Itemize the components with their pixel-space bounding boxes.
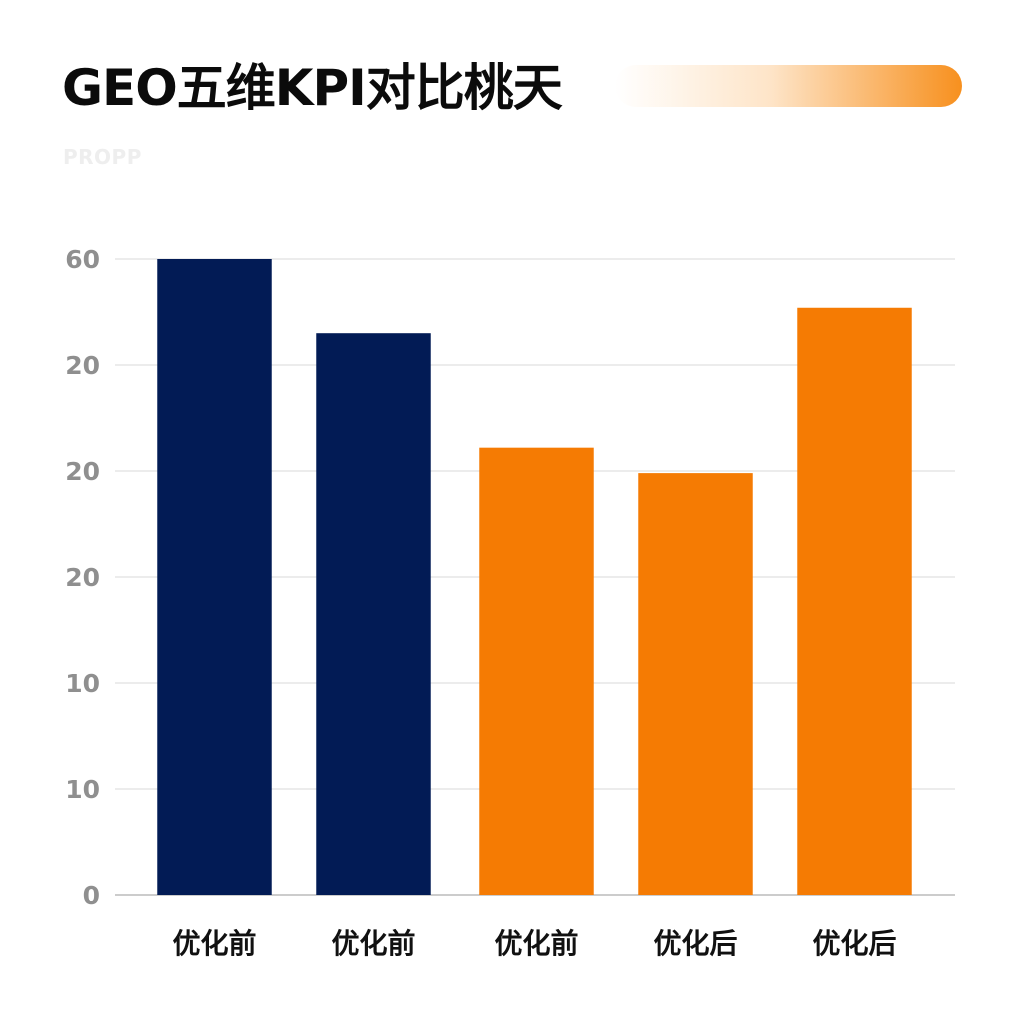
y-tick-label: 10 — [65, 775, 100, 804]
y-tick-label: 60 — [65, 245, 100, 274]
x-category-label: 优化前 — [331, 927, 415, 960]
x-category-label: 优化后 — [812, 927, 896, 960]
page-title: GEO五维KPI对比桃天 — [62, 59, 563, 117]
bar-5 — [797, 307, 912, 895]
bars — [157, 259, 912, 895]
title-accent-bar — [615, 65, 962, 107]
bar-1 — [157, 259, 272, 895]
y-axis-ticks: 0 10 10 20 20 20 60 — [65, 245, 100, 910]
x-category-label: 优化后 — [653, 927, 737, 960]
y-tick-label: 20 — [65, 563, 100, 592]
x-axis-categories: 优化前 优化前 优化前 优化后 优化后 — [172, 927, 896, 960]
page-subtitle: PROPP — [63, 145, 142, 169]
y-tick-label: 10 — [65, 669, 100, 698]
y-tick-label: 20 — [65, 457, 100, 486]
y-tick-label: 0 — [83, 881, 100, 910]
bar-2 — [316, 333, 431, 895]
x-category-label: 优化前 — [494, 927, 578, 960]
y-tick-label: 20 — [65, 351, 100, 380]
bar-4 — [638, 473, 753, 895]
bar-3 — [479, 447, 594, 895]
x-category-label: 优化前 — [172, 927, 256, 960]
